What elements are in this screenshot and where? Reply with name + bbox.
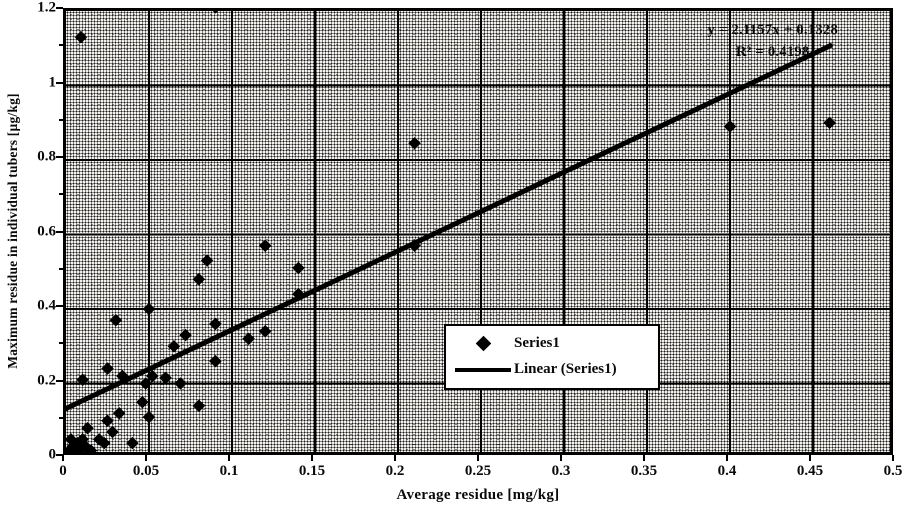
x-tick-mark xyxy=(311,455,313,461)
legend-label-series1: Series1 xyxy=(514,335,560,351)
y-tick-mark xyxy=(56,81,63,84)
x-tick-mark xyxy=(892,455,894,461)
y-tick-mark xyxy=(56,454,63,456)
y-minor-tick-mark xyxy=(59,118,63,121)
y-tick-label: 0.2 xyxy=(37,372,56,388)
data-point xyxy=(106,425,119,439)
y-tick-label: 1.2 xyxy=(37,0,56,16)
x-tick-label: 0.2 xyxy=(385,463,405,479)
data-point xyxy=(101,414,114,428)
data-point xyxy=(136,395,149,409)
legend: Series1 Linear (Series1) xyxy=(444,324,660,390)
x-tick-mark xyxy=(726,455,728,461)
trend-line xyxy=(66,43,833,412)
x-tick-label: 0.3 xyxy=(551,463,571,479)
legend-item-linear: Linear (Series1) xyxy=(452,359,652,380)
y-tick-label: 1 xyxy=(48,74,57,90)
data-point xyxy=(159,371,172,385)
diamond-marker-icon xyxy=(452,335,514,352)
r-squared-line: R² = 0.4198 xyxy=(736,44,810,61)
data-point xyxy=(292,287,305,301)
x-tick-label: 0.05 xyxy=(132,463,160,479)
data-point xyxy=(109,313,123,327)
y-minor-tick-mark xyxy=(59,267,63,270)
x-tick-label: 0.35 xyxy=(630,463,658,479)
data-point xyxy=(242,332,255,346)
data-point xyxy=(209,317,222,331)
data-point xyxy=(112,407,126,420)
data-point xyxy=(84,444,98,452)
data-point xyxy=(126,436,139,450)
data-point xyxy=(408,136,421,150)
equation-line: y = 2.1157x + 0.1328 xyxy=(707,22,838,38)
y-tick-mark xyxy=(56,230,63,233)
data-point xyxy=(408,239,421,252)
x-tick-mark xyxy=(394,455,396,461)
x-tick-mark xyxy=(643,455,645,461)
data-point xyxy=(142,410,156,424)
y-minor-tick-mark xyxy=(59,193,63,196)
x-tick-mark xyxy=(560,455,562,461)
x-tick-label: 0.45 xyxy=(796,463,824,479)
legend-label-linear: Linear (Series1) xyxy=(514,361,617,377)
data-point xyxy=(723,120,737,133)
x-tick-mark xyxy=(477,455,479,461)
plot-canvas xyxy=(66,11,890,452)
data-point xyxy=(209,354,222,368)
y-tick-label: 0 xyxy=(48,446,57,463)
data-point xyxy=(212,11,218,14)
x-tick-label: 0.15 xyxy=(298,463,326,479)
y-tick-mark xyxy=(56,156,63,158)
data-point xyxy=(72,444,86,452)
y-tick-label: 0.8 xyxy=(37,148,56,165)
data-point xyxy=(76,373,89,387)
data-point xyxy=(81,421,94,435)
trendline-marker-icon xyxy=(452,367,514,372)
data-point xyxy=(116,369,129,383)
data-point xyxy=(76,433,89,446)
x-tick-mark xyxy=(228,455,230,461)
y-minor-tick-mark xyxy=(59,44,63,47)
data-point xyxy=(167,339,181,353)
data-point xyxy=(146,369,159,383)
data-point xyxy=(74,30,88,44)
data-point xyxy=(258,239,272,252)
data-point xyxy=(97,436,111,450)
data-point xyxy=(174,377,187,390)
y-minor-tick-mark xyxy=(59,342,63,345)
data-point xyxy=(192,272,206,286)
data-point xyxy=(192,399,206,413)
x-tick-mark xyxy=(809,455,811,461)
x-tick-mark xyxy=(145,455,147,461)
data-point xyxy=(179,328,192,342)
plot-area: y = 2.1157x + 0.1328 R² = 0.4198 Series1… xyxy=(63,8,893,455)
x-tick-label: 0.4 xyxy=(717,463,737,479)
legend-item-series1: Series1 xyxy=(452,333,652,354)
x-tick-label: 0.1 xyxy=(219,463,239,479)
data-point xyxy=(66,433,78,446)
data-point xyxy=(823,116,836,130)
x-axis-title: Average residue [mg/kg] xyxy=(396,487,560,503)
y-tick-label: 0.6 xyxy=(37,223,56,239)
data-point xyxy=(258,325,272,338)
data-point xyxy=(292,261,305,275)
x-tick-label: 0 xyxy=(59,463,67,479)
y-tick-mark xyxy=(56,7,63,9)
data-point xyxy=(101,362,114,375)
x-tick-mark xyxy=(62,455,64,461)
data-point xyxy=(200,254,214,267)
y-tick-label: 0.4 xyxy=(37,297,56,314)
trendline-equation: y = 2.1157x + 0.1328 R² = 0.4198 xyxy=(708,19,838,64)
x-tick-label: 0.25 xyxy=(464,463,492,479)
y-minor-tick-mark xyxy=(59,416,63,419)
x-tick-label: 0.5 xyxy=(883,463,903,479)
data-point xyxy=(142,302,156,316)
y-tick-mark xyxy=(56,379,63,382)
data-point xyxy=(139,377,152,390)
y-tick-mark xyxy=(56,305,63,307)
